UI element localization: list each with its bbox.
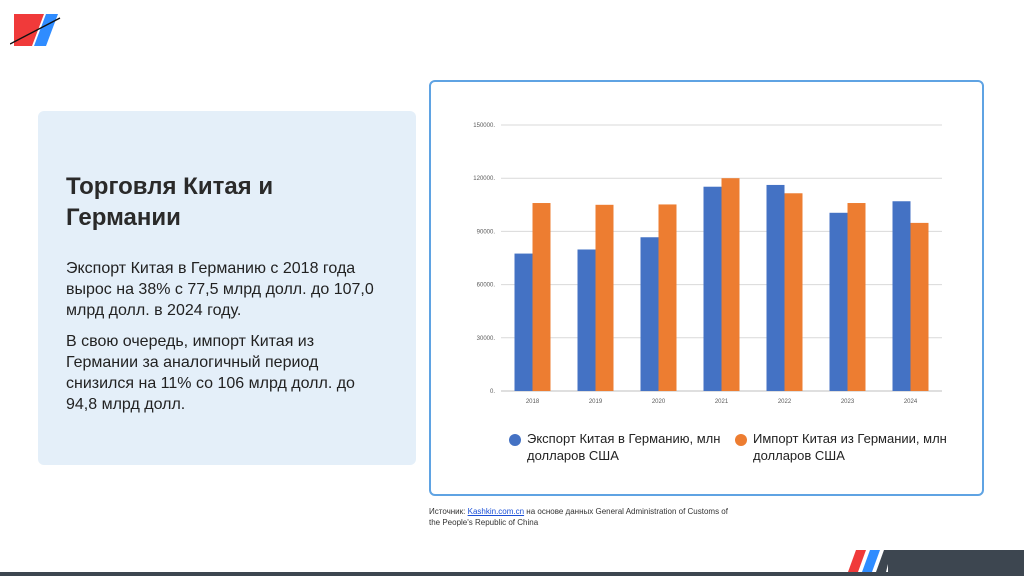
source-note: Источник: Kashkin.com.cn на основе данны… bbox=[429, 506, 729, 528]
y-tick-label-4: 120000. bbox=[473, 176, 495, 182]
legend-export-label: Экспорт Китая в Германию, млн долларов С… bbox=[527, 431, 721, 463]
import-bar-2023 bbox=[847, 203, 866, 391]
source-suffix: на основе данных General Administration … bbox=[429, 507, 728, 527]
x-tick-label-2018: 2018 bbox=[526, 399, 540, 405]
export-bar-2024 bbox=[892, 201, 911, 391]
chart-legend: Экспорт Китая в Германию, млн долларов С… bbox=[509, 430, 969, 470]
import-bar-2022 bbox=[784, 193, 803, 391]
export-bar-2023 bbox=[829, 212, 848, 391]
import-bar-2021 bbox=[721, 178, 740, 391]
stripes-icon bbox=[848, 550, 890, 572]
x-tick-label-2022: 2022 bbox=[778, 399, 792, 405]
x-tick-label-2019: 2019 bbox=[589, 399, 603, 405]
x-tick-label-2021: 2021 bbox=[715, 399, 729, 405]
source-link[interactable]: Kashkin.com.cn bbox=[467, 507, 525, 516]
y-tick-label-1: 30000. bbox=[477, 336, 496, 342]
source-prefix: Источник: bbox=[429, 507, 468, 516]
legend-export-marker-icon bbox=[509, 434, 521, 446]
import-bar-2018 bbox=[532, 203, 551, 391]
y-tick-label-2: 60000. bbox=[477, 283, 496, 289]
import-paragraph: В свою очередь, импорт Китая из Германии… bbox=[66, 333, 355, 413]
import-bar-2020 bbox=[658, 204, 677, 391]
y-tick-label-5: 150000. bbox=[473, 123, 495, 129]
export-bar-2022 bbox=[766, 184, 785, 391]
bottom-dark-block bbox=[888, 550, 1024, 572]
chart-frame: 0. 30000. 60000. 90000. 120000. 150000. 2018 20… bbox=[429, 80, 984, 496]
export-bar-2020 bbox=[640, 237, 659, 391]
export-bar-2019 bbox=[577, 249, 596, 391]
y-tick-label-0: 0. bbox=[490, 389, 495, 395]
export-paragraph: Экспорт Китая в Германию с 2018 года выр… bbox=[66, 260, 374, 319]
x-tick-label-2020: 2020 bbox=[652, 399, 666, 405]
text-panel: Торговля Китая и Германии Экспорт Китая … bbox=[38, 111, 416, 465]
legend-import-label: Импорт Китая из Германии, млн долларов С… bbox=[753, 431, 947, 463]
export-bar-2021 bbox=[703, 186, 722, 391]
bar-chart: 0. 30000. 60000. 90000. 120000. 150000. 2018 20… bbox=[473, 123, 942, 405]
import-bar-2019 bbox=[595, 204, 614, 391]
legend-item-import: Импорт Китая из Германии, млн долларов С… bbox=[735, 430, 953, 464]
y-tick-label-3: 90000. bbox=[477, 229, 496, 235]
logo-icon bbox=[10, 14, 61, 46]
x-tick-label-2024: 2024 bbox=[904, 399, 918, 405]
export-bar-2018 bbox=[514, 253, 533, 391]
import-bar-2024 bbox=[910, 222, 929, 391]
bottom-bar bbox=[0, 572, 1024, 576]
legend-import-marker-icon bbox=[735, 434, 747, 446]
x-tick-label-2023: 2023 bbox=[841, 399, 855, 405]
slide-title: Торговля Китая и Германии bbox=[66, 173, 274, 231]
legend-item-export: Экспорт Китая в Германию, млн долларов С… bbox=[509, 430, 727, 464]
